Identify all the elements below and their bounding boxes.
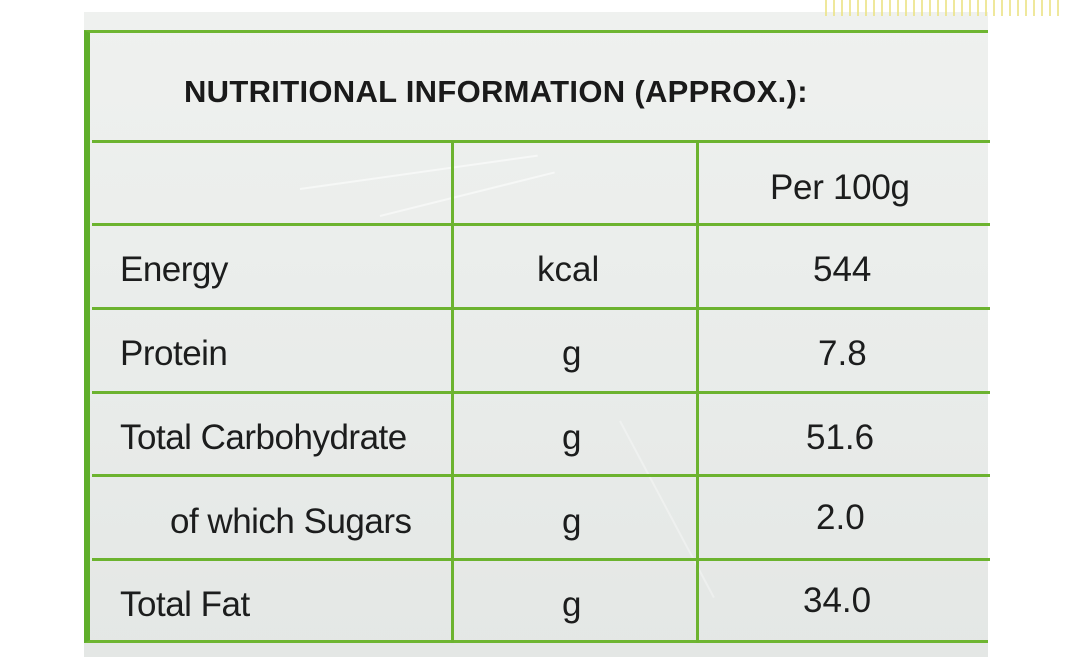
row-divider	[92, 474, 990, 477]
row-divider	[92, 140, 990, 143]
row-divider	[92, 223, 990, 226]
nutrition-title: NUTRITIONAL INFORMATION (APPROX.):	[184, 74, 808, 109]
row-divider	[92, 558, 990, 561]
nutrient-name: Protein	[120, 334, 228, 373]
label-background	[84, 12, 988, 657]
per-100g-header: Per 100g	[770, 168, 910, 207]
nutrient-unit: g	[562, 585, 582, 624]
nutrient-name: Energy	[120, 250, 228, 289]
nutrient-value: 51.6	[806, 418, 875, 457]
label-frame	[84, 30, 988, 643]
row-divider	[92, 391, 990, 394]
nutrient-value: 7.8	[818, 334, 867, 373]
nutrient-name: of which Sugars	[170, 502, 412, 541]
nutrition-table	[92, 140, 990, 643]
row-divider	[92, 307, 990, 310]
nutrient-unit: kcal	[537, 250, 600, 289]
yellow-stripe-decoration	[822, 0, 1062, 16]
nutrient-unit: g	[562, 502, 582, 541]
nutrient-name: Total Fat	[120, 585, 250, 624]
nutrient-value: 2.0	[816, 498, 865, 537]
nutrient-unit: g	[562, 334, 582, 373]
nutrient-name: Total Carbohydrate	[120, 418, 407, 457]
nutrient-unit: g	[562, 418, 582, 457]
nutrient-value: 34.0	[803, 581, 872, 620]
nutrient-value: 544	[813, 250, 872, 289]
column-divider	[451, 140, 454, 643]
column-divider	[696, 140, 699, 643]
